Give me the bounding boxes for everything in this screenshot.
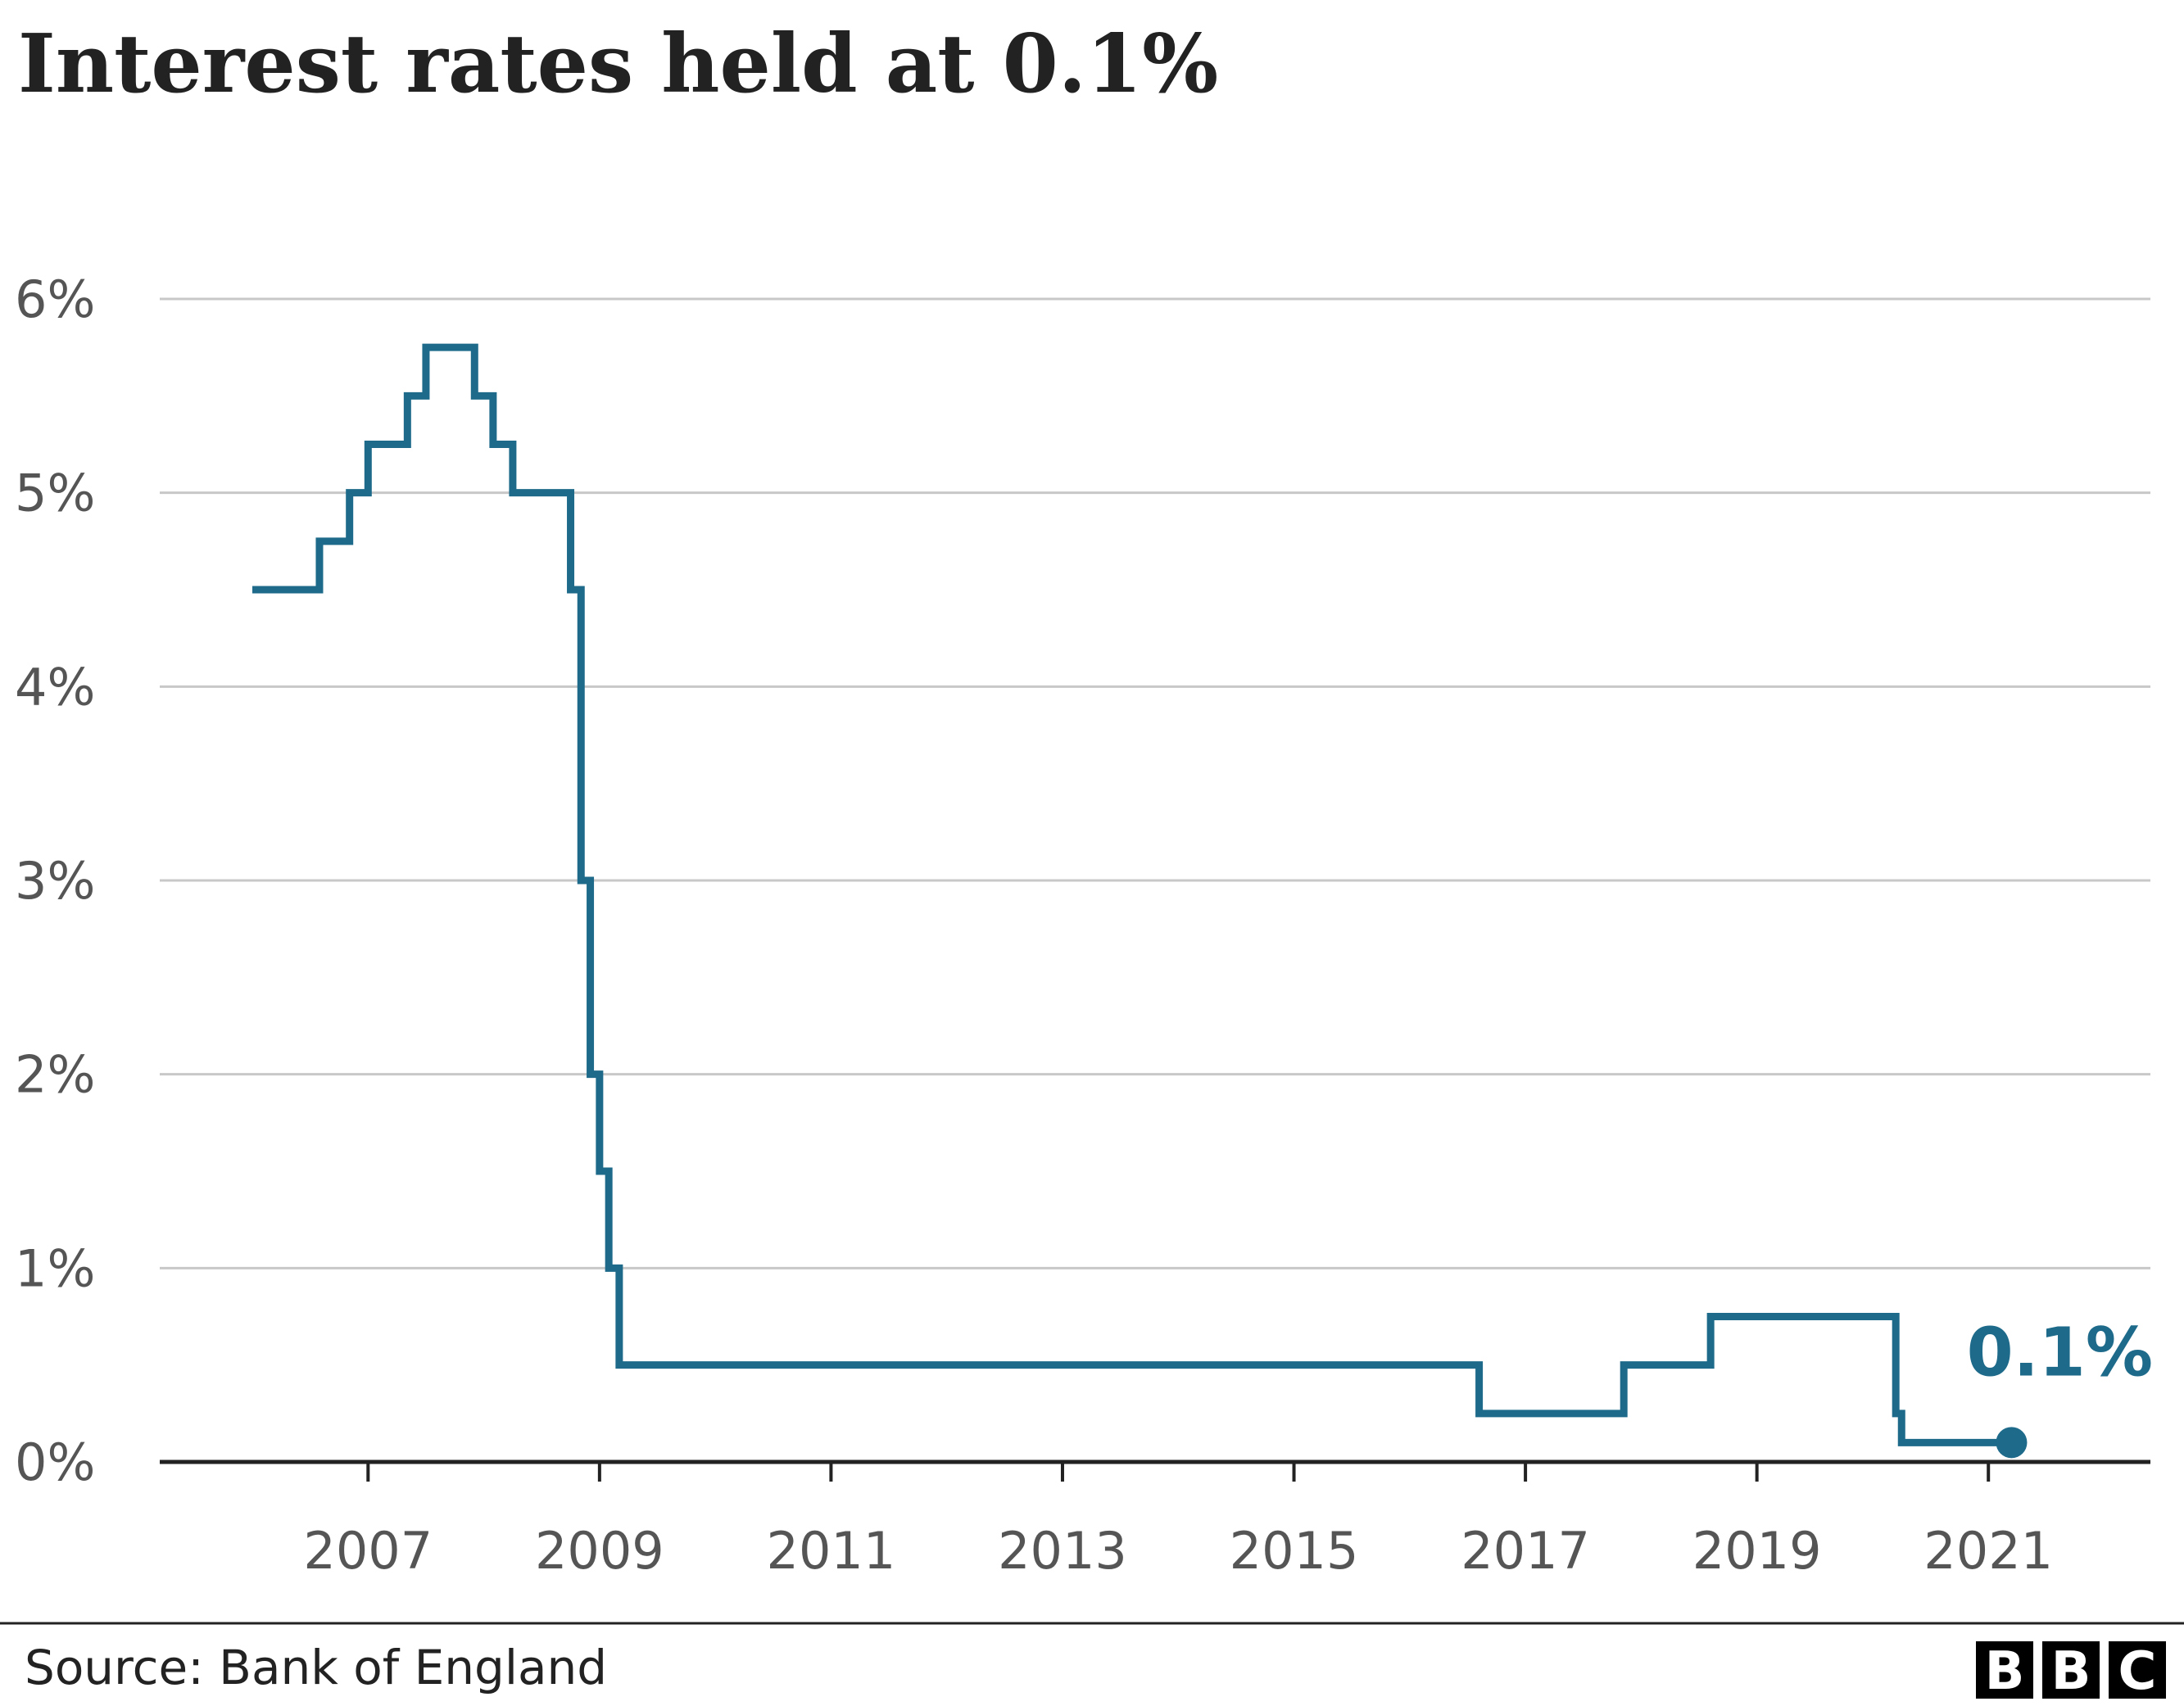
y-tick-label-2: 2%: [15, 1045, 95, 1105]
x-tick-label-7: 2021: [1923, 1521, 2053, 1581]
x-axis-ticks: 2007 2009 2011 2013 2015 2017 2019 2021: [303, 1462, 2053, 1581]
x-tick-label-6: 2019: [1692, 1521, 1822, 1581]
bbc-logo-letter-1: B: [2051, 1641, 2091, 1702]
x-tick-label-3: 2013: [998, 1521, 1127, 1581]
x-tick-label-4: 2015: [1230, 1521, 1359, 1581]
gridlines: [160, 297, 2150, 1269]
x-tick-label-0: 2007: [303, 1521, 433, 1581]
y-tick-label-5: 5%: [15, 464, 95, 523]
annotations: 0.1%: [1967, 1314, 2153, 1391]
y-tick-label-6: 6%: [15, 269, 95, 329]
y-tick-label-0: 0%: [15, 1432, 95, 1492]
y-tick-label-3: 3%: [15, 851, 95, 911]
x-tick-label-2: 2011: [767, 1521, 896, 1581]
end-value-label: 0.1%: [1967, 1314, 2153, 1391]
bbc-logo-letter-0: B: [1985, 1641, 2025, 1702]
bbc-logo-block-1: [2042, 1641, 2100, 1699]
bbc-logo-block-0: [1976, 1641, 2033, 1699]
series-line-0: [252, 343, 2012, 1446]
series-group: [252, 343, 2028, 1459]
chart-title: Interest rates held at 0.1%: [18, 17, 1218, 111]
x-tick-label-5: 2017: [1461, 1521, 1590, 1581]
y-tick-label-1: 1%: [15, 1238, 95, 1298]
y-tick-label-4: 4%: [15, 657, 95, 717]
bbc-logo-letter-2: C: [2118, 1641, 2157, 1702]
y-axis-ticks: 0% 1% 2% 3% 4% 5% 6%: [15, 269, 95, 1492]
bbc-logo-block-2: [2109, 1641, 2166, 1699]
end-point-marker: [1996, 1427, 2028, 1459]
source-label: Source: Bank of England: [25, 1640, 607, 1695]
x-tick-label-1: 2009: [535, 1521, 664, 1581]
